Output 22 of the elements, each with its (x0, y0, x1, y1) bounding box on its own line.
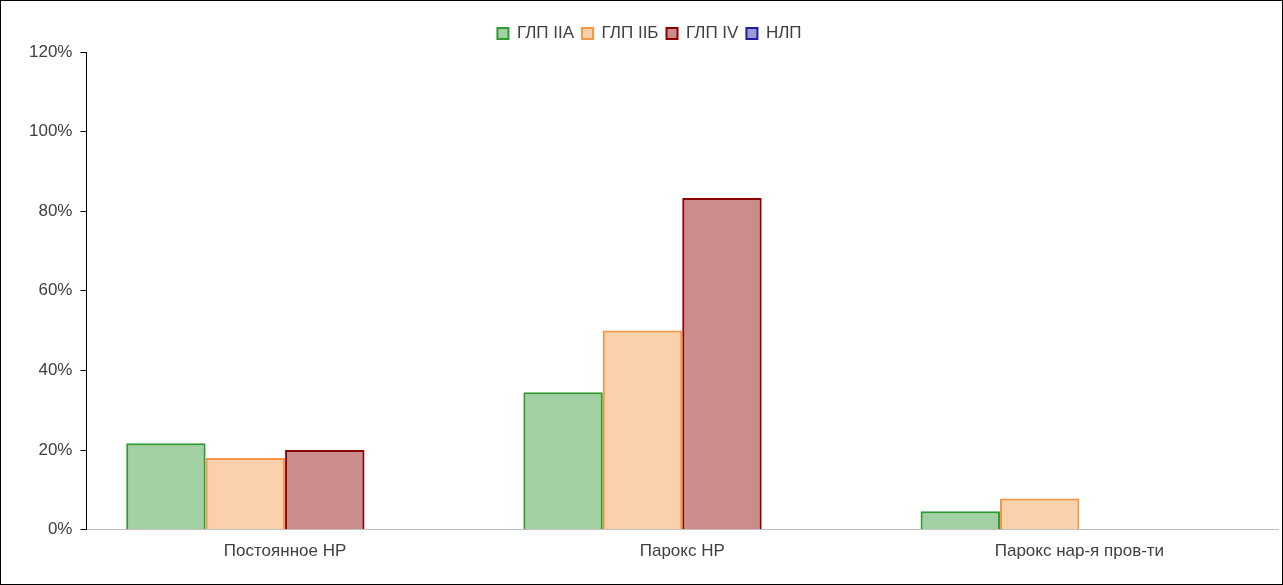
legend-label: НЛП (765, 23, 802, 43)
y-tick-label: 60% (38, 280, 73, 300)
y-tick-label: 80% (38, 200, 73, 220)
y-tick-label: 20% (38, 439, 73, 459)
bar (999, 498, 1080, 530)
x-tick-label: Постоянное НР (223, 541, 347, 561)
y-tick-label: 0% (47, 519, 73, 539)
y-tick-label: 100% (29, 121, 73, 141)
y-tick-label: 120% (29, 41, 73, 61)
bar (126, 443, 206, 530)
legend-label: ГЛП IIБ (601, 23, 659, 43)
bar (523, 392, 603, 530)
legend-label: ГЛП IV (686, 23, 740, 43)
y-tick-label: 40% (38, 360, 73, 380)
bar (920, 511, 1000, 530)
x-tick-label: Парокс НР (639, 541, 725, 561)
bar (285, 450, 365, 530)
bar (602, 330, 683, 530)
bar (205, 457, 286, 530)
bar (682, 198, 762, 530)
legend-label: ГЛП IIА (516, 23, 575, 43)
x-tick-label: Парокс нар-я пров-ти (994, 541, 1165, 561)
